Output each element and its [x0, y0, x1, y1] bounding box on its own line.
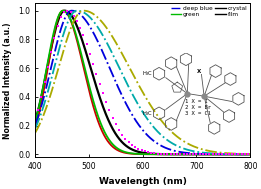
- Legend: deep blue, green, crystal, film: deep blue, green, crystal, film: [169, 3, 250, 19]
- X-axis label: Wavelength (nm): Wavelength (nm): [99, 177, 187, 186]
- Y-axis label: Normalized Intensity (a.u.): Normalized Intensity (a.u.): [3, 22, 13, 139]
- Text: 1 X = I
2 X = Br
3 X = Cl: 1 X = I 2 X = Br 3 X = Cl: [185, 99, 211, 116]
